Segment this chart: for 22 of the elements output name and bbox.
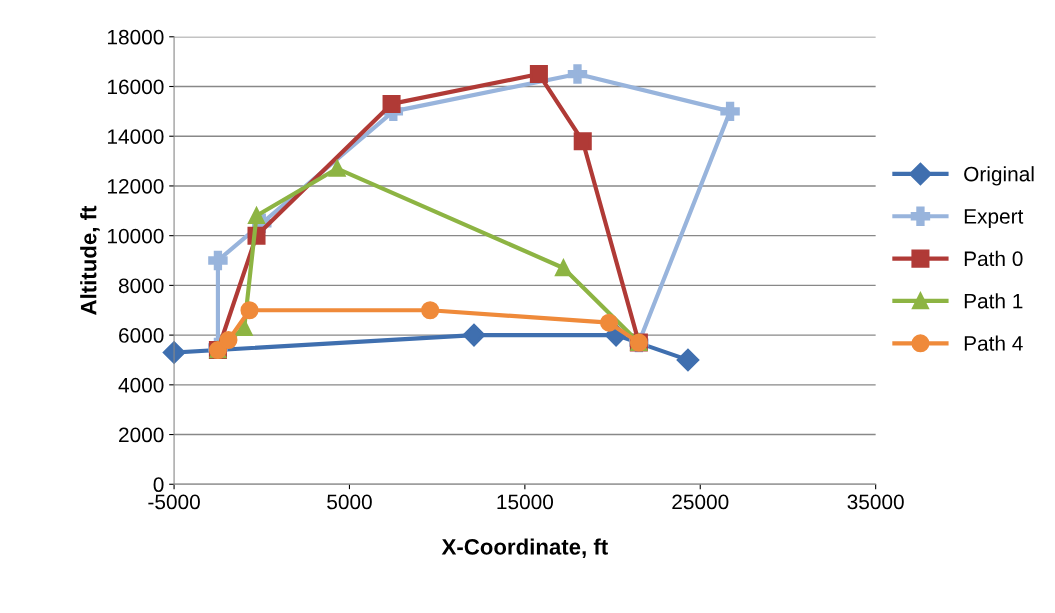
y-tick-label: 12000 <box>108 178 164 194</box>
y-tick-label: 18000 <box>108 29 164 45</box>
legend-label: Path 1 <box>964 293 1023 309</box>
x-tick-label: -5000 <box>148 494 200 510</box>
legend-label: Path 0 <box>964 250 1023 267</box>
x-axis-title: X-Coordinate, ft <box>441 538 608 558</box>
y-tick-label: 4000 <box>118 377 164 393</box>
x-tick-label: 15000 <box>497 494 554 510</box>
y-tick-label: 8000 <box>118 278 164 294</box>
x-tick-label: 25000 <box>672 494 729 510</box>
x-tick-label: 35000 <box>847 494 904 510</box>
legend-label: Original <box>964 166 1034 186</box>
y-tick-label: 0 <box>153 477 164 493</box>
y-tick-label: 10000 <box>108 228 164 244</box>
y-axis-title: Altitude, ft <box>80 205 100 315</box>
y-tick-label: 14000 <box>108 129 164 144</box>
y-tick-label: 16000 <box>108 79 164 95</box>
y-tick-label: 2000 <box>119 427 164 443</box>
legend-label: Path 4 <box>964 335 1023 351</box>
y-tick-label: 6000 <box>119 328 164 343</box>
x-tick-label: 5000 <box>327 494 372 510</box>
legend-label: Expert <box>964 209 1024 228</box>
